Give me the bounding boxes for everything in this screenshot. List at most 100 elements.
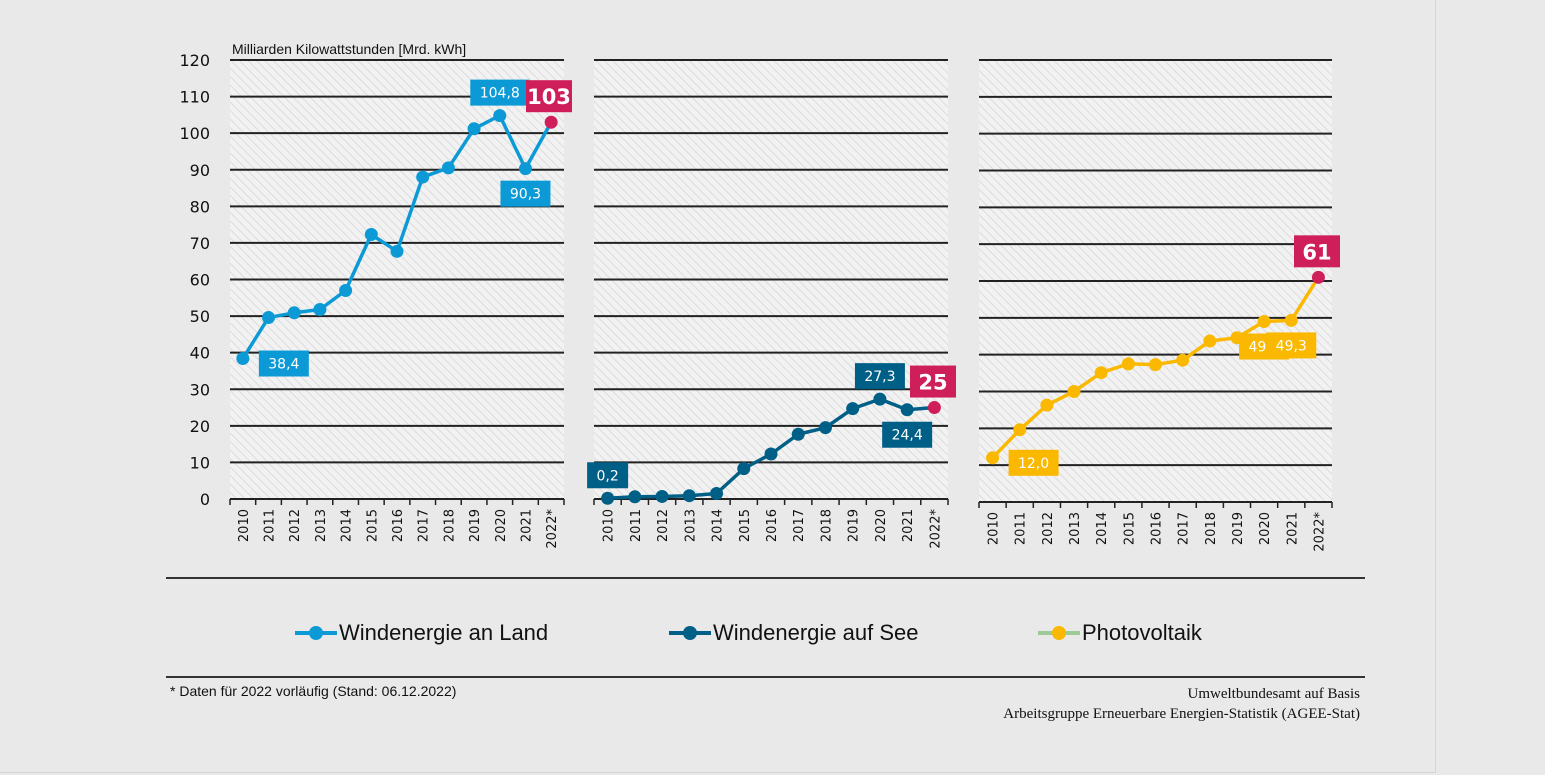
data-point-highlight — [927, 401, 941, 415]
legend-label: Photovoltaik — [1082, 620, 1202, 645]
x-tick-label: 2010 — [987, 512, 1002, 545]
data-point — [655, 489, 669, 503]
data-point — [518, 162, 532, 176]
x-tick-label: 2019 — [1231, 512, 1246, 545]
value-label-box — [1008, 449, 1059, 476]
x-tick-label: 2016 — [1150, 512, 1165, 545]
x-tick-label: 2018 — [1204, 512, 1219, 545]
x-tick-label: 2021 — [519, 509, 534, 542]
data-point — [737, 462, 751, 476]
data-point — [467, 122, 481, 136]
panel-photovoltaik: 2010 2011 2012 2013 2014 2015 2016 2017 2018 2019… — [978, 59, 1340, 552]
data-point — [873, 392, 887, 406]
panel-windenergie-an-land: 0 10 20 30 40 50 60 70 80 90 100 110 120 2010 2011 2012… — [179, 51, 572, 549]
data-point — [339, 283, 353, 297]
x-tick-label: 2012 — [288, 509, 303, 542]
data-point — [601, 491, 615, 505]
footnote: * Daten für 2022 vorläufig (Stand: 06.12… — [170, 683, 457, 699]
data-point — [628, 490, 642, 504]
x-tick-label: 2018 — [819, 509, 834, 542]
value-label-box — [854, 363, 905, 390]
y-tick-label: 10 — [190, 453, 210, 472]
x-tick-label: 2013 — [683, 509, 698, 542]
x-tick-label: 2017 — [417, 509, 432, 542]
value-label-highlight: 103 — [526, 80, 572, 113]
value-label-text: 38,4 — [268, 357, 299, 373]
y-axis-unit-label: Milliarden Kilowattstunden [Mrd. kWh] — [232, 41, 466, 57]
source-credit: Umweltbundesamt auf Basis Arbeitsgruppe … — [1003, 684, 1360, 724]
data-point — [682, 489, 696, 503]
data-point — [900, 403, 914, 417]
value-label-text: 24,4 — [892, 428, 923, 444]
value-label-highlight: 25 — [910, 365, 956, 398]
value-label: 12,0 — [1008, 449, 1059, 476]
value-label-box — [500, 180, 551, 207]
y-tick-label: 40 — [190, 344, 210, 363]
x-tick-label: 2013 — [1068, 512, 1083, 545]
x-tick-label: 2014 — [1095, 512, 1110, 545]
x-tick-label: 2022* — [545, 509, 560, 549]
data-point — [986, 451, 1000, 465]
value-label-text: 103 — [527, 85, 571, 109]
data-point — [390, 244, 404, 258]
value-label-box — [882, 421, 933, 448]
data-point — [1284, 313, 1298, 327]
x-tick-label: 2011 — [1014, 512, 1029, 545]
data-point — [1257, 315, 1271, 329]
value-label-box — [1294, 235, 1340, 268]
data-point — [441, 161, 455, 175]
value-label-box — [470, 79, 530, 106]
source-line-2: Arbeitsgruppe Erneuerbare Energien-Stati… — [1003, 706, 1360, 722]
x-tick-label: 2018 — [442, 509, 457, 542]
chart-area: 0 10 20 30 40 50 60 70 80 90 100 110 120 2010 2011 2012… — [179, 41, 1340, 552]
value-label: 27,3 — [854, 363, 905, 390]
value-label-text: 61 — [1302, 240, 1331, 264]
x-tick-label: 2020 — [494, 509, 509, 542]
value-label-text: 104,8 — [480, 86, 520, 102]
value-label: 0,2 — [587, 462, 629, 489]
x-tick-label: 2020 — [874, 509, 889, 542]
data-point — [313, 302, 327, 316]
data-point — [1040, 398, 1054, 412]
x-tick-label: 2020 — [1258, 512, 1273, 545]
separator-top — [166, 577, 1365, 579]
value-label-text: 0,2 — [596, 468, 618, 484]
legend-label: Windenergie auf See — [713, 620, 919, 645]
x-tick-label: 2019 — [847, 509, 862, 542]
value-label: 24,4 — [882, 421, 933, 448]
y-tick-label: 60 — [190, 271, 210, 290]
data-point — [710, 487, 724, 501]
legend-item-wind-land: Windenergie an Land — [295, 615, 548, 651]
separator-bottom — [166, 676, 1365, 678]
chart-frame — [0, 0, 1436, 773]
legend-marker-icon — [295, 623, 337, 643]
x-tick-label: 2015 — [365, 509, 380, 542]
value-label-text: 49,3 — [1276, 338, 1307, 354]
value-label-box — [587, 462, 629, 489]
legend-marker-icon — [1038, 623, 1080, 643]
value-label-text: 27,3 — [864, 369, 895, 385]
data-point — [493, 109, 507, 123]
x-tick-label: 2014 — [340, 509, 355, 542]
data-point — [1013, 423, 1027, 437]
value-label-box — [526, 80, 572, 113]
value-label-box — [1266, 332, 1317, 359]
x-tick-label: 2011 — [263, 509, 278, 542]
data-point — [236, 352, 250, 366]
x-tick-label: 2017 — [792, 509, 807, 542]
x-tick-label: 2011 — [629, 509, 644, 542]
data-point — [1176, 353, 1190, 367]
y-tick-label: 30 — [190, 380, 210, 399]
data-point — [1094, 366, 1108, 380]
y-tick-label: 100 — [179, 124, 210, 143]
x-tick-label: 2016 — [391, 509, 406, 542]
data-point — [416, 170, 430, 184]
data-point — [791, 427, 805, 441]
data-point — [1149, 358, 1162, 372]
data-point — [1121, 357, 1135, 371]
value-label-text: 25 — [918, 371, 947, 395]
value-label-box — [258, 350, 309, 377]
data-point — [1203, 334, 1217, 348]
data-point — [1067, 385, 1081, 398]
x-tick-label: 2012 — [656, 509, 671, 542]
